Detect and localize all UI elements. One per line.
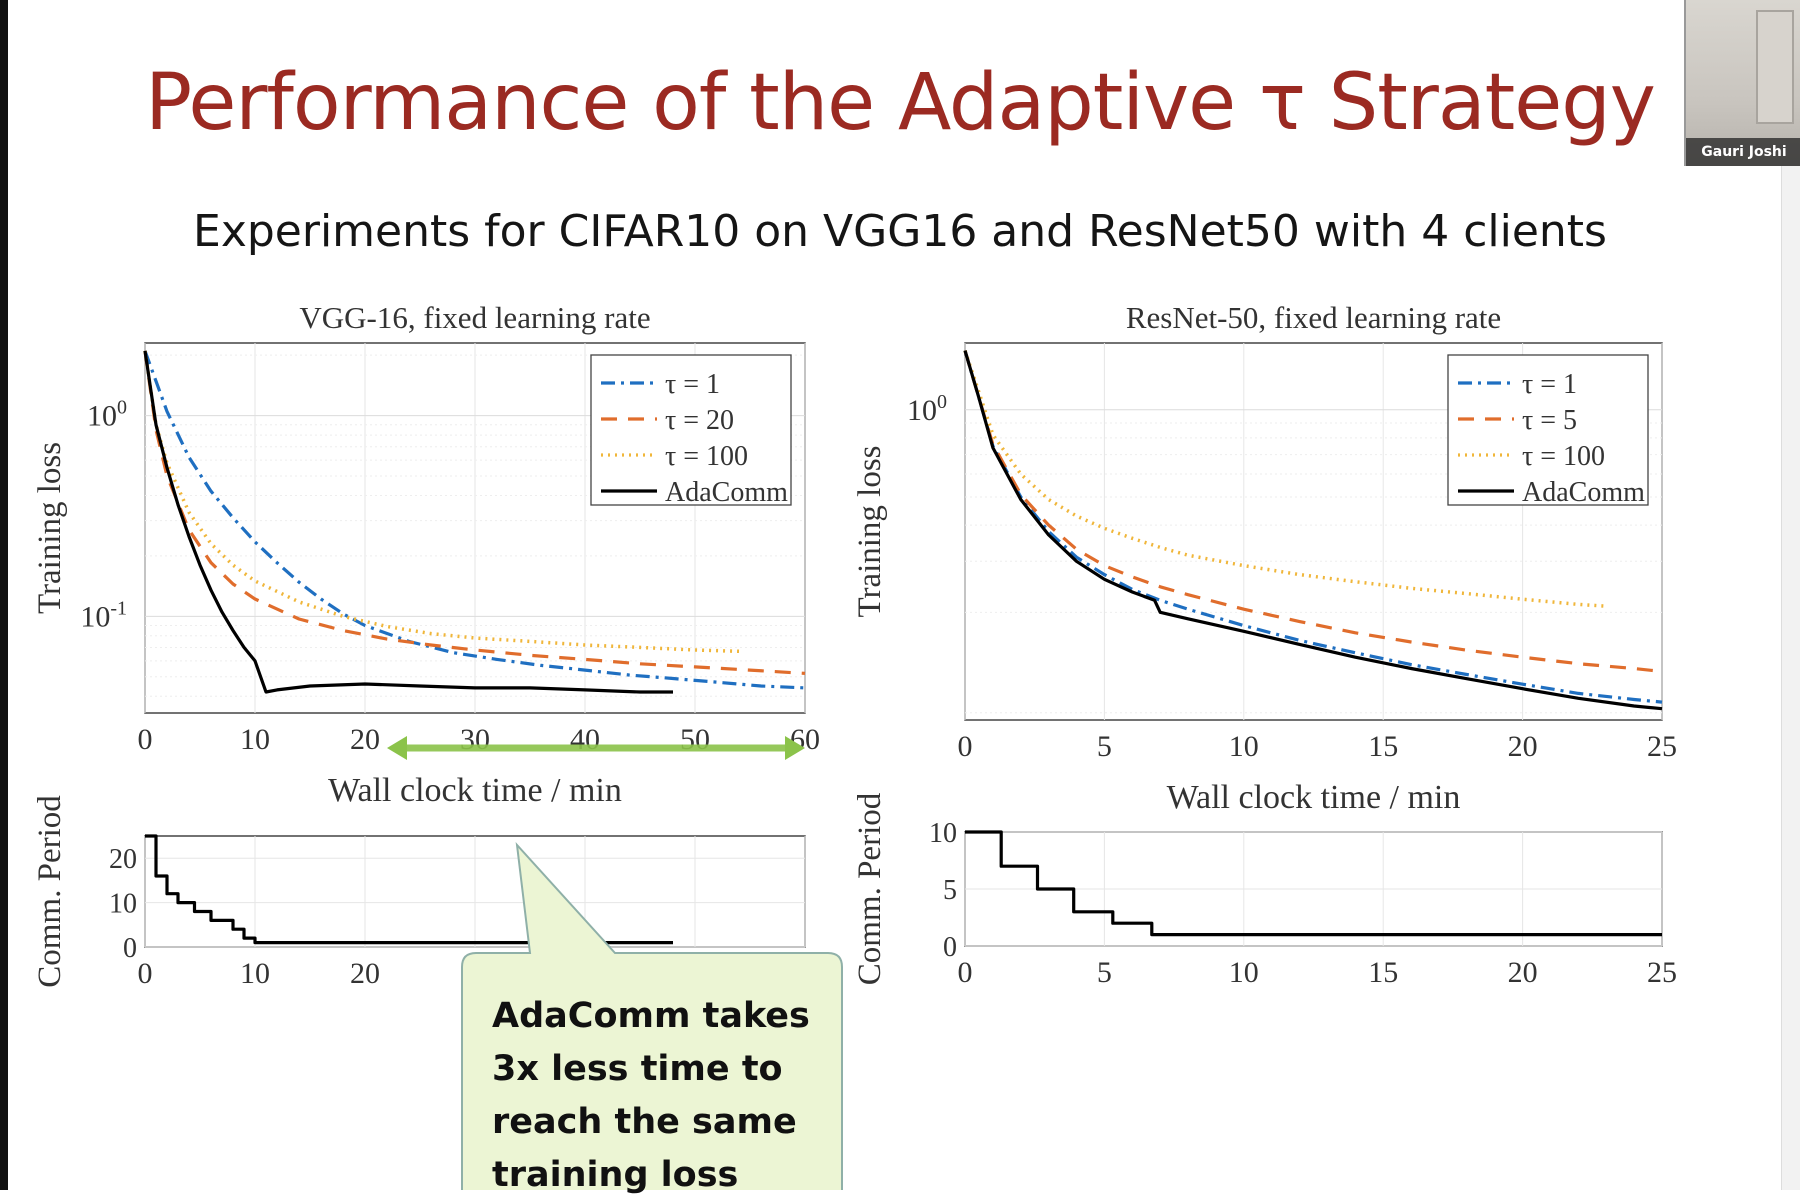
series-line	[963, 350, 1663, 711]
series-line	[965, 830, 1662, 937]
series-line	[143, 350, 806, 690]
callout-line: 3x less time to	[492, 1049, 783, 1089]
legend-label: AdaComm	[665, 477, 788, 508]
y-tick-label: 0	[123, 933, 137, 964]
legend-label: τ = 20	[665, 405, 734, 436]
x-tick-label: 15	[1368, 730, 1398, 763]
legend-box	[1447, 354, 1649, 506]
x-tick-label: 15	[1368, 956, 1398, 989]
y-tick-label: 10	[109, 889, 137, 920]
callout-line: training loss	[492, 1155, 739, 1195]
series-line	[145, 834, 673, 945]
x-tick-label: 10	[240, 723, 270, 756]
y-axis-label: Training loss	[32, 442, 68, 614]
y-tick-label: 100	[907, 391, 947, 427]
x-axis-label: Wall clock time / min	[328, 772, 622, 809]
series-line	[143, 350, 673, 694]
y-tick-label: 0	[943, 932, 957, 963]
y-tick-label: 100	[87, 397, 127, 433]
legend-label: τ = 1	[1522, 369, 1577, 400]
x-tick-label: 10	[1229, 956, 1259, 989]
legend-label: τ = 1	[665, 369, 720, 400]
webcam-background	[1756, 10, 1794, 124]
y-tick-label: 20	[109, 844, 137, 875]
y-axis-label: Comm. Period	[852, 792, 888, 985]
callout-arrow-head-left	[387, 736, 407, 760]
series-line	[963, 350, 1663, 674]
y-axis-label: Comm. Period	[32, 795, 68, 988]
screen-left-edge	[0, 0, 8, 1190]
callout-text: AdaComm takes 3x less time to reach the …	[492, 990, 822, 1202]
y-tick-label: 5	[943, 875, 957, 906]
x-tick-label: 10	[240, 957, 270, 990]
legend-box	[590, 354, 792, 506]
x-tick-label: 0	[958, 730, 973, 763]
webcam-tile[interactable]: Gauri Joshi	[1684, 0, 1800, 166]
x-tick-label: 25	[1647, 730, 1677, 763]
y-tick-label: 10	[929, 818, 957, 849]
callout-line: AdaComm takes	[492, 996, 810, 1036]
x-tick-label: 10	[1229, 730, 1259, 763]
callout-arrow-head-right	[785, 736, 805, 760]
chart-title: ResNet-50, fixed learning rate	[1126, 300, 1501, 335]
x-tick-label: 20	[1508, 730, 1538, 763]
callout-bubble	[461, 842, 843, 1190]
screen-right-edge	[1781, 0, 1800, 1190]
callout-line: reach the same	[492, 1102, 797, 1142]
webcam-participant-name: Gauri Joshi	[1686, 138, 1800, 166]
x-tick-label: 0	[138, 957, 153, 990]
y-axis-label: Training loss	[852, 445, 888, 617]
x-tick-label: 5	[1097, 956, 1112, 989]
slide-title: Performance of the Adaptive τ Strategy	[145, 58, 1656, 148]
legend-label: τ = 100	[665, 441, 748, 472]
legend-label: τ = 100	[1522, 441, 1605, 472]
slide-subtitle: Experiments for CIFAR10 on VGG16 and Res…	[193, 206, 1607, 257]
x-tick-label: 0	[958, 956, 973, 989]
legend-label: AdaComm	[1522, 477, 1645, 508]
x-tick-label: 5	[1097, 730, 1112, 763]
series-line	[143, 350, 806, 675]
x-tick-label: 20	[1508, 956, 1538, 989]
y-tick-label: 10-1	[80, 597, 127, 633]
chart-title: VGG-16, fixed learning rate	[299, 300, 650, 335]
legend-label: τ = 5	[1522, 405, 1577, 436]
series-line	[963, 350, 1607, 608]
x-tick-label: 25	[1647, 956, 1677, 989]
x-tick-label: 20	[350, 723, 380, 756]
x-tick-label: 0	[138, 723, 153, 756]
x-tick-label: 20	[350, 957, 380, 990]
x-axis-label: Wall clock time / min	[1167, 779, 1461, 816]
